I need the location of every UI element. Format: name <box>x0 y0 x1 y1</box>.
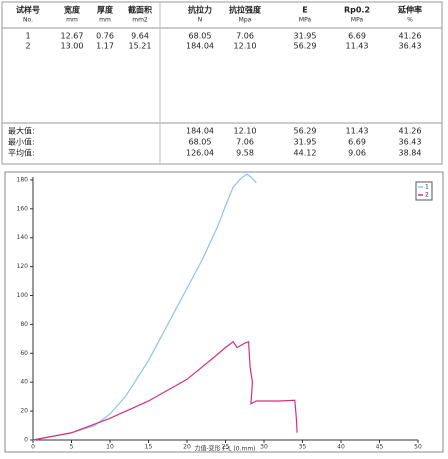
summary-cell: 9.58 <box>236 149 254 158</box>
summary-cell: 12.10 <box>234 127 257 136</box>
column-header: 宽度 <box>63 5 81 15</box>
column-header: 延伸率 <box>397 5 422 15</box>
y-tick-label: 120 <box>17 263 29 270</box>
x-tick-label: 10 <box>106 444 114 451</box>
data-line <box>32 173 257 441</box>
column-header: Rp0.2 <box>344 6 370 15</box>
x-tick-label: 15 <box>145 444 153 451</box>
x-tick-label: 35 <box>299 444 307 451</box>
summary-cell: 44.12 <box>294 149 317 158</box>
table-cell: 12.10 <box>234 42 257 51</box>
y-tick-label: 40 <box>20 379 28 386</box>
column-header: 厚度 <box>97 5 114 15</box>
x-tick-label: 0 <box>31 444 35 451</box>
column-header: E <box>302 6 307 15</box>
table-cell: 1 <box>25 32 30 41</box>
summary-cell: 31.95 <box>294 138 317 147</box>
y-tick-label: 180 <box>17 176 29 183</box>
summary-cell: 11.43 <box>346 127 369 136</box>
table-cell: 31.95 <box>294 32 317 41</box>
x-tick-label: 25 <box>222 444 230 451</box>
y-tick-label: 60 <box>20 350 28 357</box>
table-cell: 7.06 <box>236 32 254 41</box>
table-cell: 41.26 <box>399 32 422 41</box>
column-header: 试样号 <box>16 5 40 15</box>
summary-label: 最小值: <box>8 137 35 147</box>
table-cell: 56.29 <box>294 42 317 51</box>
x-tick-label: 50 <box>414 444 422 451</box>
table-cell: 9.64 <box>131 32 149 41</box>
summary-label: 最大值: <box>8 126 35 136</box>
column-unit: MPa <box>351 17 364 24</box>
table-cell: 68.05 <box>189 32 212 41</box>
column-unit: MPa <box>299 17 312 24</box>
summary-cell: 41.26 <box>399 127 422 136</box>
summary-cell: 6.69 <box>348 138 366 147</box>
y-tick-label: 160 <box>17 205 29 212</box>
column-unit: mm2 <box>132 17 148 24</box>
legend-box <box>415 181 433 201</box>
y-tick-label: 100 <box>17 292 29 299</box>
summary-cell: 36.43 <box>399 138 422 147</box>
table-cell: 6.69 <box>348 32 366 41</box>
x-tick-label: 5 <box>70 444 74 451</box>
column-unit: No. <box>23 17 33 24</box>
summary-label: 平均值: <box>8 148 35 158</box>
legend-label: 2 <box>425 192 429 199</box>
y-tick-label: 80 <box>20 321 28 328</box>
table-cell: 36.43 <box>399 42 422 51</box>
table-cell: 15.21 <box>129 42 152 51</box>
summary-cell: 38.84 <box>399 149 422 158</box>
table-cell: 0.76 <box>96 32 114 41</box>
x-tick-label: 30 <box>260 444 268 451</box>
y-tick-label: 20 <box>20 408 28 415</box>
chart-frame <box>4 171 444 453</box>
y-tick-label: 140 <box>17 234 29 241</box>
table-border <box>1 1 443 165</box>
column-header: 抗拉强度 <box>229 5 262 15</box>
summary-cell: 9.06 <box>348 149 366 158</box>
column-unit: mm <box>66 17 78 24</box>
column-unit: Mpa <box>239 17 252 24</box>
table-cell: 12.67 <box>61 32 84 41</box>
data-line <box>32 340 298 441</box>
table-cell: 13.00 <box>61 42 84 51</box>
column-header: 截面积 <box>128 5 152 15</box>
column-unit: N <box>198 17 203 24</box>
column-header: 抗拉力 <box>188 5 212 15</box>
table-cell: 2 <box>25 42 30 51</box>
summary-cell: 126.04 <box>186 149 214 158</box>
x-tick-label: 45 <box>376 444 384 451</box>
legend-label: 1 <box>425 184 429 191</box>
column-unit: % <box>407 17 413 24</box>
y-tick-label: 0 <box>24 437 28 444</box>
column-unit: mm <box>99 17 111 24</box>
table-cell: 11.43 <box>346 42 369 51</box>
summary-cell: 56.29 <box>294 127 317 136</box>
x-axis-label: 力值-变形 F-L (0.mm) <box>194 445 255 453</box>
summary-cell: 184.04 <box>186 127 214 136</box>
summary-cell: 7.06 <box>236 138 254 147</box>
summary-cell: 68.05 <box>189 138 212 147</box>
x-tick-label: 20 <box>183 444 191 451</box>
table-cell: 1.17 <box>96 42 114 51</box>
x-tick-label: 40 <box>337 444 345 451</box>
table-cell: 184.04 <box>186 42 214 51</box>
